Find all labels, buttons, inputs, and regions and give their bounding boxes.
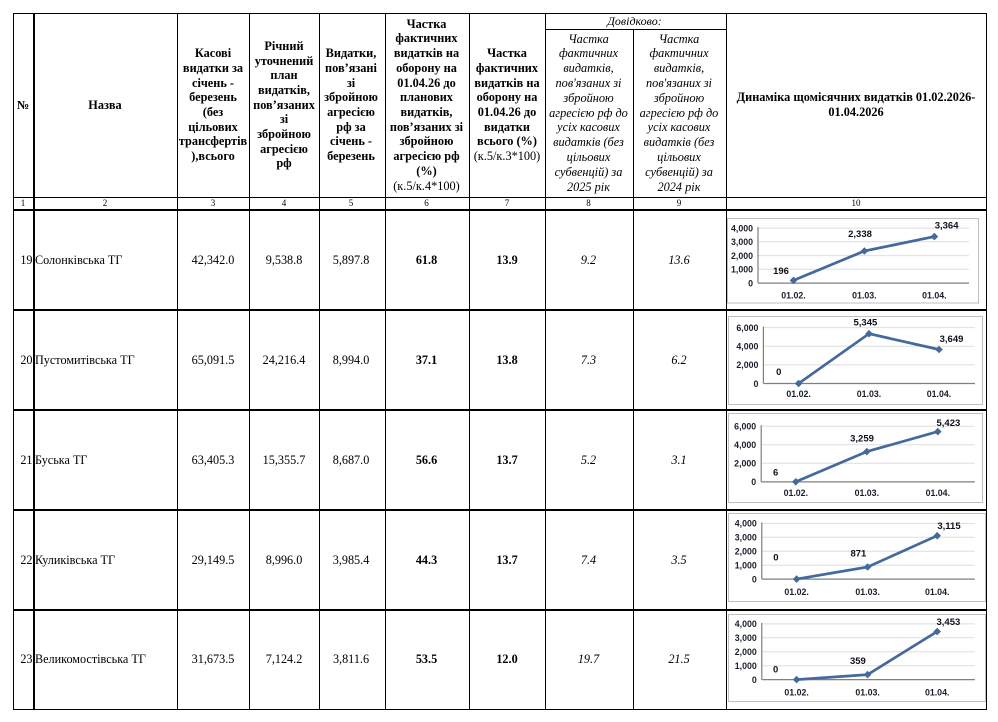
svg-text:0: 0 bbox=[773, 665, 778, 676]
svg-text:2,338: 2,338 bbox=[848, 229, 872, 240]
svg-text:5,345: 5,345 bbox=[854, 317, 878, 328]
svg-text:4,000: 4,000 bbox=[735, 619, 757, 629]
svg-text:01.04.: 01.04. bbox=[925, 688, 949, 698]
svg-text:3,259: 3,259 bbox=[850, 433, 874, 444]
svg-text:2,000: 2,000 bbox=[735, 547, 757, 557]
svg-text:4,000: 4,000 bbox=[736, 342, 758, 352]
svg-text:1,000: 1,000 bbox=[731, 265, 753, 275]
svg-text:01.03.: 01.03. bbox=[855, 488, 879, 498]
svg-text:0: 0 bbox=[773, 552, 778, 563]
svg-text:2,000: 2,000 bbox=[734, 459, 756, 469]
svg-text:01.02.: 01.02. bbox=[784, 488, 808, 498]
svg-text:2,000: 2,000 bbox=[736, 360, 758, 370]
svg-text:0: 0 bbox=[753, 379, 758, 389]
svg-text:2,000: 2,000 bbox=[731, 251, 753, 261]
svg-text:3,115: 3,115 bbox=[937, 521, 961, 532]
svg-text:6: 6 bbox=[773, 467, 778, 478]
svg-text:3,649: 3,649 bbox=[940, 334, 964, 345]
svg-text:196: 196 bbox=[773, 266, 789, 277]
svg-text:359: 359 bbox=[850, 656, 866, 667]
svg-text:0: 0 bbox=[751, 477, 756, 487]
svg-text:01.03.: 01.03. bbox=[855, 688, 879, 698]
svg-text:01.02.: 01.02. bbox=[781, 290, 805, 300]
svg-text:4,000: 4,000 bbox=[734, 440, 756, 450]
svg-text:3,000: 3,000 bbox=[735, 533, 757, 543]
svg-text:0: 0 bbox=[748, 278, 753, 288]
svg-text:01.04.: 01.04. bbox=[922, 290, 946, 300]
svg-text:3,453: 3,453 bbox=[937, 617, 961, 628]
svg-text:4,000: 4,000 bbox=[735, 519, 757, 529]
svg-text:01.03.: 01.03. bbox=[852, 290, 876, 300]
svg-text:3,364: 3,364 bbox=[935, 221, 959, 232]
svg-text:6,000: 6,000 bbox=[734, 422, 756, 432]
svg-text:01.03.: 01.03. bbox=[857, 389, 881, 399]
svg-text:0: 0 bbox=[752, 574, 757, 584]
svg-text:1,000: 1,000 bbox=[735, 561, 757, 571]
svg-text:01.02.: 01.02. bbox=[784, 688, 808, 698]
svg-text:3,000: 3,000 bbox=[735, 633, 757, 643]
svg-text:5,423: 5,423 bbox=[937, 418, 961, 429]
svg-text:871: 871 bbox=[850, 549, 867, 560]
svg-text:01.02.: 01.02. bbox=[784, 587, 808, 597]
svg-text:01.03.: 01.03. bbox=[855, 587, 879, 597]
svg-text:6,000: 6,000 bbox=[736, 323, 758, 333]
svg-text:0: 0 bbox=[752, 675, 757, 685]
svg-text:3,000: 3,000 bbox=[731, 237, 753, 247]
svg-text:01.04.: 01.04. bbox=[927, 389, 951, 399]
svg-text:4,000: 4,000 bbox=[731, 223, 753, 233]
svg-text:1,000: 1,000 bbox=[735, 661, 757, 671]
svg-text:0: 0 bbox=[776, 367, 781, 378]
svg-text:2,000: 2,000 bbox=[735, 647, 757, 657]
svg-text:01.04.: 01.04. bbox=[926, 488, 950, 498]
svg-text:01.02.: 01.02. bbox=[786, 389, 810, 399]
svg-text:01.04.: 01.04. bbox=[925, 587, 949, 597]
